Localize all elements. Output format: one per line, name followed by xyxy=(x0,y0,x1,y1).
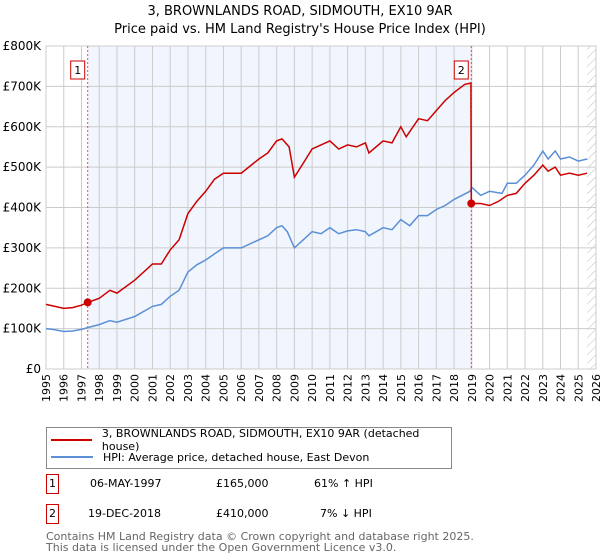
x-tick-label: 2017 xyxy=(430,374,443,402)
chart-title: 3, BROWNLANDS ROAD, SIDMOUTH, EX10 9AR xyxy=(147,4,453,19)
x-tick-label: 2020 xyxy=(484,374,497,402)
x-tick-label: 2003 xyxy=(182,374,195,402)
plot-frame xyxy=(45,45,597,370)
legend-swatch-red xyxy=(51,439,92,441)
x-tick-label: 2010 xyxy=(306,374,319,402)
x-tick-label: 2011 xyxy=(324,374,337,402)
footer-line-2: This data is licensed under the Open Gov… xyxy=(46,541,397,554)
x-tick-label: 2005 xyxy=(217,374,230,402)
y-tick-label: £500K xyxy=(3,160,43,174)
chart-subtitle: Price paid vs. HM Land Registry's House … xyxy=(114,22,486,37)
price-chart: 1995 1996 1997 1998 1999 2000 2001 2002 2003 2004… xyxy=(3,39,600,402)
x-tick-label: 2014 xyxy=(377,374,390,402)
transaction-hpi: 61% ↑ HPI xyxy=(314,477,373,490)
y-tick-label: £800K xyxy=(3,39,43,53)
legend: 3, BROWNLANDS ROAD, SIDMOUTH, EX10 9AR (… xyxy=(46,427,452,469)
legend-item-hpi: HPI: Average price, detached house, East… xyxy=(51,449,369,465)
x-tick-label: 2018 xyxy=(448,374,461,402)
x-tick-label: 2015 xyxy=(395,374,408,402)
y-tick-label: £0 xyxy=(26,362,41,376)
transaction-price: £410,000 xyxy=(216,507,269,520)
transaction-date: 19-DEC-2018 xyxy=(88,507,162,520)
x-tick-label: 2000 xyxy=(129,374,142,402)
marker-label: 1 xyxy=(74,64,81,77)
legend-swatch-blue xyxy=(51,456,93,458)
marker-badge xyxy=(70,60,86,80)
marker-badge: 1 xyxy=(46,474,59,494)
x-tick-label: 2016 xyxy=(413,374,426,402)
y-tick-label: £600K xyxy=(3,120,43,134)
footer-line-1: Contains HM Land Registry data © Crown c… xyxy=(46,530,474,543)
y-tick-label: £100K xyxy=(3,322,43,336)
y-tick-label: £700K xyxy=(3,79,43,93)
marker-label: 2 xyxy=(458,64,465,77)
x-tick-label: 2001 xyxy=(146,374,159,402)
x-tick-label: 1996 xyxy=(58,374,71,402)
transaction-date: 06-MAY-1997 xyxy=(90,477,162,490)
x-tick-label: 2008 xyxy=(271,374,284,402)
y-tick-label: £300K xyxy=(3,241,43,255)
x-tick-label: 2019 xyxy=(466,374,479,402)
marker-badge xyxy=(453,60,469,80)
legend-label: HPI: Average price, detached house, East… xyxy=(103,450,370,464)
legend-label: 3, BROWNLANDS ROAD, SIDMOUTH, EX10 9AR (… xyxy=(101,427,420,453)
transaction-price: £165,000 xyxy=(216,477,269,490)
x-tick-label: 2021 xyxy=(501,374,514,402)
sale-point xyxy=(467,199,476,208)
footer: Contains HM Land Registry data © Crown c… xyxy=(46,531,474,553)
x-tick-label: 2024 xyxy=(555,374,568,402)
x-tick-label: 1999 xyxy=(111,374,124,402)
x-tick-label: 2002 xyxy=(164,374,177,402)
x-tick-label: 2004 xyxy=(200,374,213,402)
x-tick-label: 2026 xyxy=(590,374,600,402)
x-tick-label: 2023 xyxy=(537,374,550,402)
y-tick-label: £200K xyxy=(3,281,43,295)
x-tick-label: 1995 xyxy=(40,374,53,402)
x-tick-label: 2007 xyxy=(253,374,266,402)
sale-point xyxy=(83,298,92,307)
x-tick-label: 2009 xyxy=(288,374,301,402)
x-tick-label: 2012 xyxy=(342,374,355,402)
x-tick-label: 1998 xyxy=(93,374,106,402)
x-tick-label: 2013 xyxy=(359,374,372,402)
x-tick-label: 2025 xyxy=(572,374,585,402)
marker-badge: 2 xyxy=(46,504,59,524)
x-tick-label: 1997 xyxy=(75,374,88,402)
x-tick-label: 2022 xyxy=(519,374,532,402)
x-tick-label: 2006 xyxy=(235,374,248,402)
legend-item-property: 3, BROWNLANDS ROAD, SIDMOUTH, EX10 9AR (… xyxy=(51,427,451,453)
series-line xyxy=(45,82,588,310)
transaction-hpi: 7% ↓ HPI xyxy=(320,507,372,520)
series-line xyxy=(45,149,588,333)
y-tick-label: £400K xyxy=(3,201,43,215)
